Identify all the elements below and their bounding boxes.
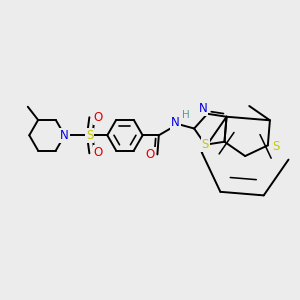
Text: N: N: [199, 102, 207, 115]
Text: N: N: [171, 116, 180, 129]
Text: S: S: [202, 138, 209, 151]
Text: S: S: [86, 129, 93, 142]
Text: H: H: [182, 110, 190, 120]
Text: N: N: [60, 129, 69, 142]
Text: O: O: [146, 148, 154, 161]
Text: S: S: [272, 140, 280, 153]
Text: O: O: [94, 111, 103, 124]
Text: O: O: [94, 146, 103, 159]
